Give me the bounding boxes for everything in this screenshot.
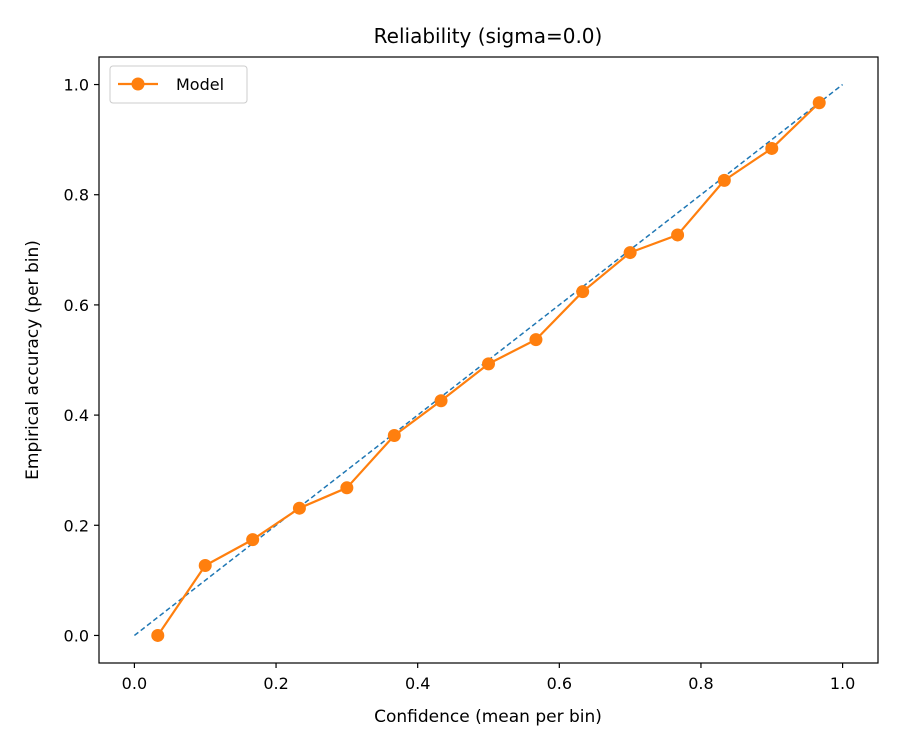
data-point bbox=[198, 558, 212, 572]
series-layer bbox=[151, 96, 826, 642]
y-tick-label: 0.8 bbox=[64, 186, 89, 205]
y-tick-label: 0.6 bbox=[64, 296, 89, 315]
y-tick-label: 0.2 bbox=[64, 516, 89, 535]
y-tick-label: 0.4 bbox=[64, 406, 89, 425]
x-axis: 0.0 0.2 0.4 0.6 0.8 1.0 bbox=[122, 663, 855, 693]
y-axis: 0.0 0.2 0.4 0.6 0.8 1.0 bbox=[64, 76, 99, 645]
x-tick-label: 0.2 bbox=[263, 674, 288, 693]
data-point bbox=[434, 394, 448, 408]
y-axis-label: Empirical accuracy (per bin) bbox=[23, 240, 43, 480]
data-point bbox=[151, 628, 165, 642]
data-point bbox=[340, 481, 354, 495]
data-point bbox=[717, 173, 731, 187]
plot-area: 0.0 0.2 0.4 0.6 0.8 1.0 0.0 0.2 0.4 0.6 0.8 1.0 bbox=[64, 56, 879, 693]
data-point bbox=[387, 428, 401, 442]
legend: Model bbox=[109, 65, 248, 104]
axes-frame bbox=[98, 56, 879, 664]
legend-label-model: Model bbox=[176, 75, 224, 94]
data-point bbox=[623, 246, 637, 260]
data-point bbox=[529, 333, 543, 347]
data-point bbox=[765, 141, 779, 155]
x-tick-label: 0.4 bbox=[405, 674, 430, 693]
legend-box bbox=[109, 65, 248, 104]
data-point bbox=[671, 228, 685, 242]
data-point bbox=[246, 533, 260, 547]
x-tick-label: 0.0 bbox=[122, 674, 147, 693]
data-point bbox=[482, 357, 495, 371]
data-point bbox=[812, 96, 826, 110]
x-tick-label: 0.6 bbox=[547, 674, 572, 693]
data-point bbox=[292, 501, 306, 515]
y-tick-label: 0.0 bbox=[64, 626, 89, 645]
x-axis-label: Confidence (mean per bin) bbox=[374, 707, 602, 727]
data-point bbox=[576, 285, 590, 299]
chart-title: Reliability (sigma=0.0) bbox=[374, 24, 603, 48]
legend-marker-model bbox=[131, 77, 145, 91]
x-tick-label: 0.8 bbox=[688, 674, 713, 693]
y-tick-label: 1.0 bbox=[64, 76, 89, 95]
x-tick-label: 1.0 bbox=[830, 674, 855, 693]
